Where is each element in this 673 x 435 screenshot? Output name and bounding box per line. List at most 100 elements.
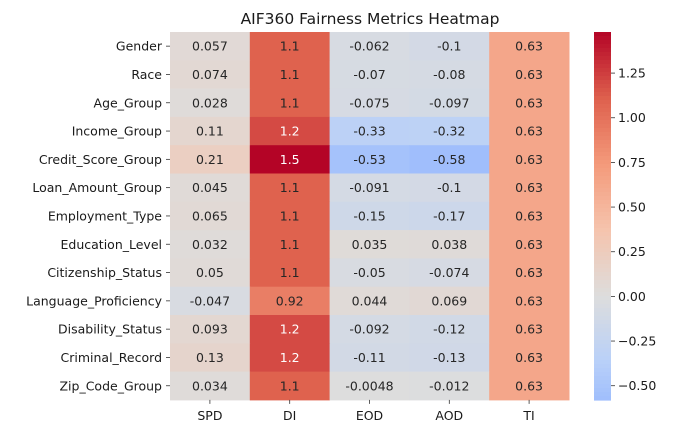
y-tick-label: Zip_Code_Group xyxy=(59,378,162,393)
colorbar-segment xyxy=(594,72,611,77)
heatmap-cell xyxy=(249,32,331,61)
colorbar-segment xyxy=(594,364,611,369)
cell-value-label: 0.032 xyxy=(192,237,228,252)
colorbar-segment xyxy=(594,344,611,349)
cell-value-label: -0.33 xyxy=(353,124,385,139)
cell-value-label: 0.065 xyxy=(192,208,228,223)
heatmap-cell xyxy=(409,201,490,231)
colorbar-segment xyxy=(594,40,611,45)
colorbar-tick-label: 0.50 xyxy=(618,200,646,215)
cell-value-label: 0.13 xyxy=(196,350,224,365)
cell-value-label: 1.2 xyxy=(280,350,300,365)
colorbar-segment xyxy=(594,148,611,153)
x-tick-label: SPD xyxy=(197,408,222,423)
colorbar-segment xyxy=(594,248,611,253)
colorbar-segment xyxy=(594,44,611,49)
colorbar-segment xyxy=(594,388,611,393)
colorbar-segment xyxy=(594,168,611,173)
colorbar-segment xyxy=(594,252,611,257)
x-axis: SPD DI EOD AOD TI xyxy=(197,399,535,423)
cell-value-label: 0.63 xyxy=(515,180,543,195)
cell-value-label: 0.63 xyxy=(515,322,543,337)
cell-value-label: -0.0048 xyxy=(345,378,393,393)
colorbar-segment xyxy=(594,76,611,81)
heatmap-cell xyxy=(249,88,331,118)
colorbar-segment xyxy=(594,380,611,385)
colorbar-segment xyxy=(594,60,611,65)
colorbar-segment xyxy=(594,280,611,285)
heatmap-cell xyxy=(329,88,410,118)
cell-value-label: 0.63 xyxy=(515,378,543,393)
heatmap-cell xyxy=(409,371,490,401)
heatmap-cell xyxy=(409,88,490,118)
heatmap-cell xyxy=(249,145,331,174)
heatmap-cell xyxy=(170,343,251,373)
heatmap-cell xyxy=(249,258,331,288)
cell-value-label: -0.091 xyxy=(349,180,389,195)
colorbar-segment xyxy=(594,328,611,333)
colorbar-segment xyxy=(594,204,611,209)
cell-value-label: 0.044 xyxy=(352,293,388,308)
cell-value-label: 1.2 xyxy=(280,124,300,139)
colorbar-segment xyxy=(594,32,611,37)
colorbar-segment xyxy=(594,316,611,321)
heatmap-cell xyxy=(329,230,410,259)
cell-value-label: -0.32 xyxy=(433,124,465,139)
cell-value-label: 0.034 xyxy=(192,378,228,393)
colorbar-segment xyxy=(594,56,611,61)
cell-value-label: 1.1 xyxy=(280,95,300,110)
heatmap-cell xyxy=(489,60,570,90)
colorbar-segment xyxy=(594,268,611,273)
cell-value-label: 1.1 xyxy=(280,378,300,393)
colorbar-segment xyxy=(594,180,611,185)
heatmap-cell xyxy=(489,145,570,174)
heatmap-cell xyxy=(489,286,570,316)
colorbar-segment xyxy=(594,100,611,105)
heatmap-cell xyxy=(409,116,490,146)
colorbar-segment xyxy=(594,52,611,57)
colorbar-segment xyxy=(594,104,611,109)
colorbar-segment xyxy=(594,396,611,401)
colorbar-tick-label: 0.75 xyxy=(618,155,646,170)
heatmap-cell xyxy=(170,32,251,61)
colorbar-segment xyxy=(594,152,611,157)
heatmap-cell xyxy=(409,343,490,373)
heatmap-cell xyxy=(409,60,490,90)
colorbar-tick-label: 0.25 xyxy=(618,244,646,259)
cell-value-label: -0.08 xyxy=(433,67,465,82)
cell-value-label: -0.047 xyxy=(190,293,230,308)
cell-value-label: -0.1 xyxy=(437,180,461,195)
colorbar-segment xyxy=(594,340,611,345)
heatmap-cell xyxy=(489,201,570,231)
colorbar-segment xyxy=(594,144,611,149)
y-tick-label: Language_Proficiency xyxy=(26,293,162,308)
y-tick-label: Education_Level xyxy=(61,237,162,252)
colorbar-segment xyxy=(594,228,611,233)
y-tick-label: Race xyxy=(131,67,162,82)
cell-value-label: -0.062 xyxy=(349,39,389,54)
heatmap-cell xyxy=(249,286,331,316)
colorbar-segment xyxy=(594,260,611,265)
cell-value-label: -0.012 xyxy=(429,378,469,393)
colorbar-tick-label: 1.00 xyxy=(618,110,646,125)
cell-value-label: -0.13 xyxy=(433,350,465,365)
colorbar-segment xyxy=(594,256,611,261)
heatmap-cell xyxy=(170,315,251,344)
cell-value-label: 0.21 xyxy=(196,152,224,167)
colorbar-segment xyxy=(594,324,611,329)
heatmap-cell xyxy=(170,201,251,231)
heatmap-cell xyxy=(249,116,331,146)
cell-value-label: 1.1 xyxy=(280,237,300,252)
colorbar-segment xyxy=(594,360,611,365)
colorbar-segment xyxy=(594,128,611,133)
colorbar-segment xyxy=(594,176,611,181)
heatmap-cell xyxy=(170,116,251,146)
colorbar-segment xyxy=(594,136,611,141)
heatmap-cell xyxy=(170,230,251,259)
colorbar-segment xyxy=(594,308,611,313)
colorbar-segment xyxy=(594,196,611,201)
x-tick-label: TI xyxy=(522,408,534,423)
cell-value-label: -0.074 xyxy=(429,265,469,280)
heatmap-cell xyxy=(409,32,490,61)
y-tick-label: Income_Group xyxy=(72,124,162,139)
